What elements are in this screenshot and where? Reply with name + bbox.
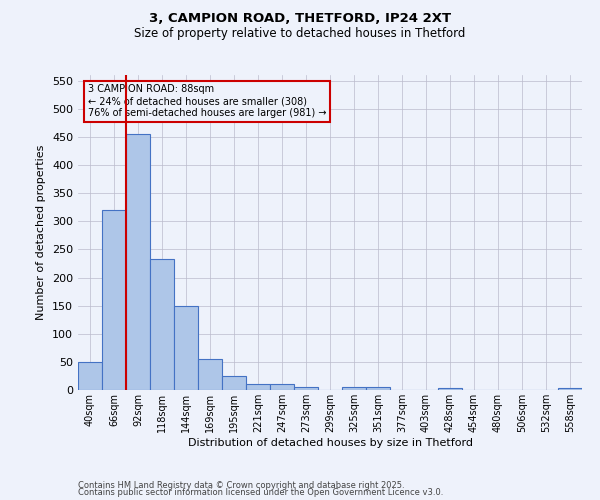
Text: 3 CAMPION ROAD: 88sqm
← 24% of detached houses are smaller (308)
76% of semi-det: 3 CAMPION ROAD: 88sqm ← 24% of detached … bbox=[88, 84, 326, 117]
Text: Contains public sector information licensed under the Open Government Licence v3: Contains public sector information licen… bbox=[78, 488, 443, 497]
Bar bbox=[342, 387, 366, 390]
Text: Size of property relative to detached houses in Thetford: Size of property relative to detached ho… bbox=[134, 28, 466, 40]
Text: 3, CAMPION ROAD, THETFORD, IP24 2XT: 3, CAMPION ROAD, THETFORD, IP24 2XT bbox=[149, 12, 451, 26]
Bar bbox=[558, 388, 582, 390]
Bar bbox=[222, 376, 246, 390]
Bar bbox=[198, 359, 222, 390]
Bar bbox=[150, 259, 174, 390]
Bar bbox=[78, 362, 102, 390]
Bar bbox=[366, 387, 390, 390]
Bar bbox=[174, 306, 198, 390]
Bar bbox=[246, 384, 270, 390]
X-axis label: Distribution of detached houses by size in Thetford: Distribution of detached houses by size … bbox=[187, 438, 473, 448]
Bar bbox=[294, 387, 318, 390]
Bar bbox=[438, 388, 462, 390]
Y-axis label: Number of detached properties: Number of detached properties bbox=[37, 145, 46, 320]
Bar bbox=[126, 134, 150, 390]
Text: Contains HM Land Registry data © Crown copyright and database right 2025.: Contains HM Land Registry data © Crown c… bbox=[78, 480, 404, 490]
Bar bbox=[102, 210, 126, 390]
Bar bbox=[270, 384, 294, 390]
